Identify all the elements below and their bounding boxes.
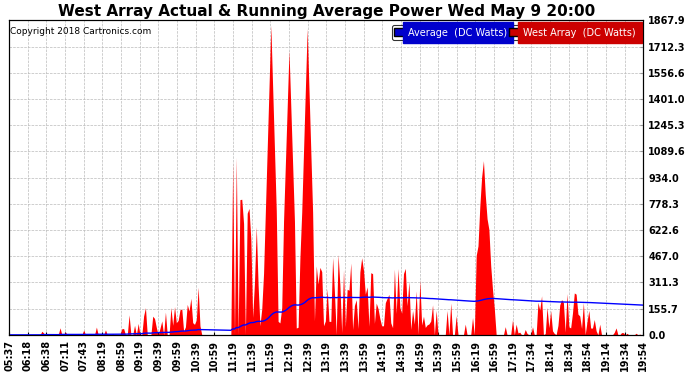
Title: West Array Actual & Running Average Power Wed May 9 20:00: West Array Actual & Running Average Powe…	[58, 4, 595, 19]
Text: Copyright 2018 Cartronics.com: Copyright 2018 Cartronics.com	[10, 27, 152, 36]
Legend: Average  (DC Watts), West Array  (DC Watts): Average (DC Watts), West Array (DC Watts…	[392, 25, 638, 40]
